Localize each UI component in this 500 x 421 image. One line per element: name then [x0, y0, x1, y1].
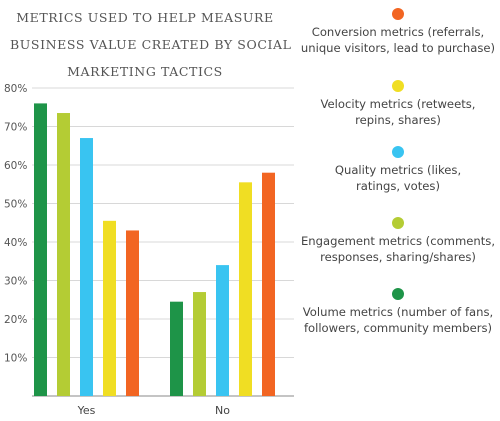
x-tick-label: Yes	[77, 404, 96, 417]
y-tick-label: 30%	[4, 276, 27, 288]
legend-swatch	[392, 146, 404, 158]
y-tick-label: 70%	[4, 122, 27, 134]
legend-label: Engagement metrics (comments,	[300, 234, 496, 248]
legend-item-velocity: Velocity metrics (retweets, repins, shar…	[296, 80, 500, 128]
legend-swatch	[392, 288, 404, 300]
legend-label: unique visitors, lead to purchase)	[300, 41, 496, 55]
bar	[170, 301, 183, 396]
bar	[262, 172, 275, 396]
y-tick-label: 10%	[4, 353, 27, 365]
bar	[57, 113, 70, 397]
bar	[239, 182, 252, 396]
legend-label: repins, shares)	[355, 113, 441, 127]
legend-label: followers, community members)	[303, 321, 493, 335]
y-tick-label: 80%	[4, 83, 27, 95]
legend-swatch	[392, 80, 404, 92]
legend-swatch	[392, 8, 404, 20]
legend-label: Velocity metrics (retweets,	[320, 97, 476, 111]
legend-swatch	[392, 217, 404, 229]
bar-chart: 10% 20% 30% 40% 50% 60% 70% 80% Yes No	[4, 83, 294, 417]
bar	[34, 103, 47, 397]
legend-label: ratings, votes)	[356, 179, 440, 193]
chart-title-line: METRICS USED TO HELP MEASURE	[16, 10, 274, 25]
chart-title-line: BUSINESS VALUE CREATED BY SOCIAL	[10, 37, 292, 52]
legend-label: responses, sharing/shares)	[320, 250, 476, 264]
bar	[103, 220, 116, 396]
chart-title: METRICS USED TO HELP MEASURE BUSINESS VA…	[10, 4, 292, 85]
legend-item-conversion: Conversion metrics (referrals, unique vi…	[296, 8, 500, 56]
y-tick-label: 40%	[4, 237, 27, 249]
bar	[216, 265, 229, 396]
bar	[126, 230, 139, 396]
chart-title-line: MARKETING TACTICS	[67, 64, 223, 79]
legend-label: Quality metrics (likes,	[334, 163, 462, 177]
bar	[193, 292, 206, 396]
legend-item-quality: Quality metrics (likes, ratings, votes)	[296, 146, 500, 194]
y-tick-label: 20%	[4, 314, 27, 326]
y-tick-label: 50%	[4, 199, 27, 211]
legend-item-volume: Volume metrics (number of fans, follower…	[296, 288, 500, 336]
legend-label: Conversion metrics (referrals,	[311, 25, 485, 39]
legend-item-engagement: Engagement metrics (comments, responses,…	[296, 217, 500, 265]
x-tick-label: No	[215, 404, 230, 417]
legend-label: Volume metrics (number of fans,	[302, 305, 494, 319]
y-tick-label: 60%	[4, 160, 27, 172]
bar	[80, 138, 93, 397]
